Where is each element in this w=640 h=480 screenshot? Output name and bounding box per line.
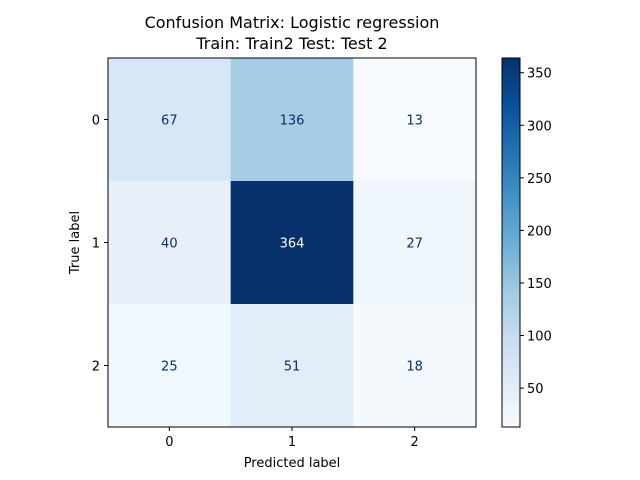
heatmap-cell [353,304,477,428]
x-tick-label: 1 [288,435,296,450]
heatmap-cell [108,304,232,428]
y-tick-label: 0 [92,114,100,129]
x-tick-label: 0 [165,435,173,450]
heatmap-cell-value: 25 [161,360,178,375]
heatmap-cell [353,181,477,305]
x-axis-ticks: 0 1 2 [165,427,419,450]
colorbar-tick-label: 200 [527,224,552,239]
heatmap-cells [108,58,477,428]
heatmap-cell-value: 27 [406,237,423,252]
x-axis-label: Predicted label [244,456,341,471]
heatmap-cell-value: 364 [280,237,305,252]
colorbar-ticks: 50 100 150 200 250 300 350 [520,67,552,397]
y-axis-ticks: 0 1 2 [92,114,108,375]
heatmap-cell-labels: 67 136 13 40 364 27 25 51 18 [161,114,423,375]
colorbar-tick-label: 150 [527,277,552,292]
heatmap-cell-value: 13 [406,114,423,129]
heatmap-cell [108,181,232,305]
heatmap-cell [230,181,354,305]
colorbar-tick-label: 100 [527,330,552,345]
colorbar-tick-label: 350 [527,67,552,82]
heatmap-cell-value: 67 [161,114,178,129]
y-tick-label: 1 [92,237,100,252]
heatmap-cell [108,58,232,182]
chart-subtitle: Train: Train2 Test: Test 2 [195,34,387,53]
x-tick-label: 2 [411,435,419,450]
heatmap-cell-value: 40 [161,237,178,252]
heatmap-cell [230,58,354,182]
colorbar-tick-label: 50 [527,382,544,397]
heatmap-cell-value: 136 [280,114,305,129]
y-tick-label: 2 [92,360,100,375]
colorbar [501,57,521,428]
colorbar-tick-label: 250 [527,172,552,187]
heatmap-cell [353,58,477,182]
chart-title: Confusion Matrix: Logistic regression [145,13,440,32]
colorbar-tick-label: 300 [527,119,552,134]
y-axis-label: True label [68,211,83,275]
heatmap-cell-value: 18 [406,360,423,375]
heatmap-cell-value: 51 [284,360,301,375]
heatmap-cell [230,304,354,428]
